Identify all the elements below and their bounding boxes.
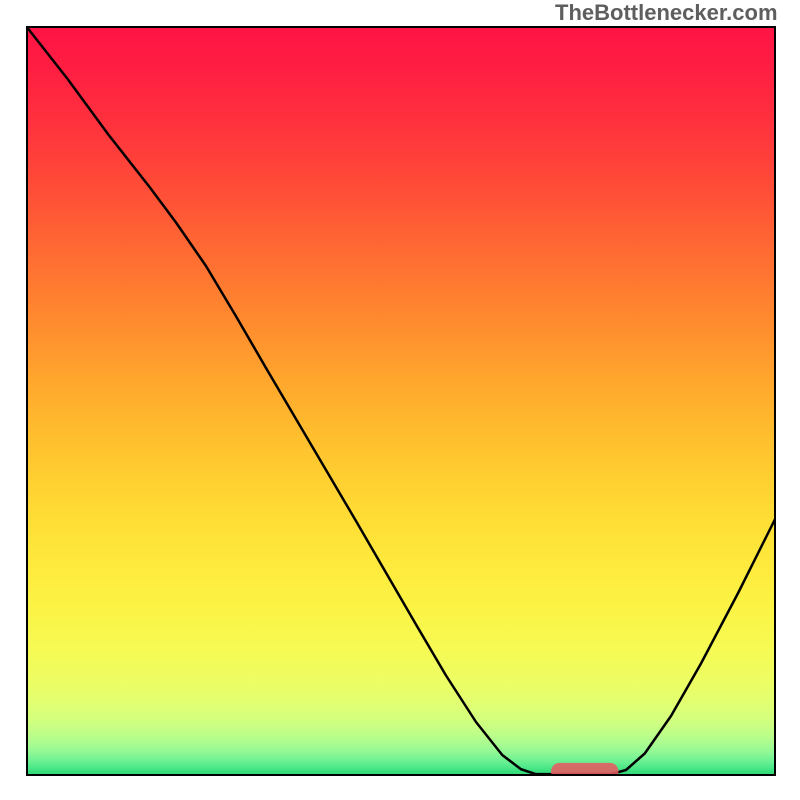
chart-stage: TheBottlenecker.com bbox=[0, 0, 800, 800]
watermark-text: TheBottlenecker.com bbox=[555, 0, 778, 26]
plot-svg bbox=[26, 26, 776, 776]
gradient-background bbox=[26, 26, 776, 776]
plot-area bbox=[26, 26, 776, 776]
